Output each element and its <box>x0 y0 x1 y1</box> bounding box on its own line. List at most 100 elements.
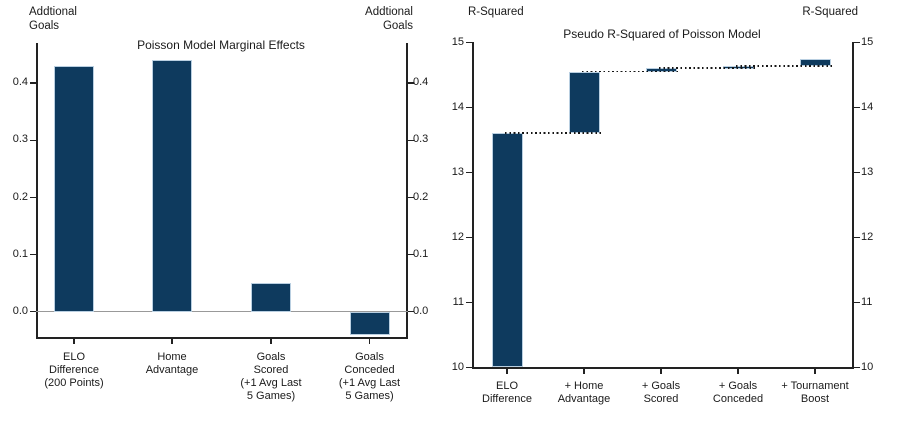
y-tick-right <box>853 41 860 43</box>
x-tick <box>171 338 173 344</box>
y-tick-label-left: 0.2 <box>12 190 28 203</box>
y-tick-right <box>853 301 860 303</box>
y-tick-label-right: 0.2 <box>413 190 429 203</box>
y-tick-label-right: 0.4 <box>413 76 429 89</box>
bar-2 <box>251 283 291 312</box>
y-tick-label-left: 12 <box>451 230 464 243</box>
zero-line <box>36 311 408 313</box>
y-tick-left <box>30 196 36 198</box>
y-tick-left <box>466 41 472 43</box>
x-tick <box>583 368 585 374</box>
y-tick-right <box>407 253 414 256</box>
y-tick-label-right: 10 <box>861 360 874 373</box>
y-tick-right <box>407 139 414 141</box>
x-tick-label-line: Boost <box>800 393 830 405</box>
x-tick-label: Home Advantage <box>117 351 227 377</box>
y-tick-right <box>853 171 860 173</box>
y-tick-label-right: 0.0 <box>413 305 429 317</box>
x-tick <box>737 368 739 374</box>
x-tick <box>814 368 816 374</box>
y-axis-spine-left <box>36 43 38 337</box>
y-tick-label-left: 14 <box>451 100 464 113</box>
dotted-connector <box>659 67 755 70</box>
x-tick-label: + Goals Conceded <box>683 380 793 406</box>
yaxis-label-line: Goals <box>382 20 413 32</box>
x-tick-label-line: 5 Games) <box>345 390 394 402</box>
x-tick-label-line: (200 Points) <box>44 377 104 389</box>
y-tick-right <box>407 196 414 198</box>
x-tick <box>73 338 75 344</box>
dotted-connector <box>505 132 601 135</box>
y-tick-left <box>30 139 36 141</box>
y-tick-right <box>853 366 860 368</box>
x-tick-label-line: 5 Games) <box>246 390 296 402</box>
x-tick-label: + Home Advantage <box>529 380 639 406</box>
y-tick-label-left: 0.4 <box>12 76 28 89</box>
yaxis-label-line: R-Squared <box>468 6 524 18</box>
y-tick-left <box>466 106 472 108</box>
y-tick-right <box>407 311 414 313</box>
yaxis-label-line: Goals <box>29 20 60 32</box>
yaxis-label-line: R-Squared <box>802 6 858 18</box>
y-tick-label-right: 12 <box>861 230 874 243</box>
y-tick-label-right: 11 <box>861 295 873 308</box>
x-tick <box>270 338 272 344</box>
x-tick-label: + Tournament Boost <box>760 380 870 406</box>
x-tick-label-line: Scored <box>643 393 679 405</box>
y-tick-right <box>853 236 860 238</box>
y-tick-right <box>853 106 860 108</box>
y-axis-spine-left <box>472 42 474 368</box>
x-tick-label-line: Goals <box>256 351 286 363</box>
x-tick-label-line: Goals <box>355 351 384 363</box>
left-chart-yaxis-label-right: Addtional Goals <box>313 5 413 33</box>
dotted-connector <box>582 70 678 73</box>
y-tick-label-left: 15 <box>451 35 464 48</box>
x-axis-spine <box>36 337 408 339</box>
x-tick-label-line: (+1 Avg Last <box>338 377 401 389</box>
y-axis-spine-right <box>852 42 854 368</box>
y-tick-left <box>30 311 36 313</box>
bar-3 <box>349 311 390 335</box>
bar-0 <box>491 133 523 368</box>
y-tick-label-right: 14 <box>861 100 874 113</box>
yaxis-label-line: Addtional <box>29 6 77 18</box>
y-tick-left <box>466 236 472 238</box>
bar-0 <box>54 65 94 312</box>
y-tick-left <box>30 253 36 256</box>
bar-1 <box>568 71 600 134</box>
y-tick-label-left: 0.3 <box>12 133 28 146</box>
x-tick-label: Goals Conceded (+1 Avg Last 5 Games) <box>315 351 425 403</box>
x-tick <box>506 368 508 374</box>
dotted-connector <box>736 65 832 68</box>
x-tick-label-line: + Home <box>564 380 604 392</box>
x-tick-label: + Goals Scored <box>606 380 716 406</box>
y-tick-label-right: 0.3 <box>413 133 429 146</box>
y-tick-label-right: 0.1 <box>413 247 429 260</box>
y-axis-spine-right <box>406 43 408 337</box>
x-tick-label-line: Conceded <box>344 364 395 376</box>
right-chart-title: Pseudo R-Squared of Poisson Model <box>563 27 761 41</box>
y-tick-label-left: 0.0 <box>12 305 28 317</box>
x-tick-label-line: ELO <box>62 351 85 363</box>
right-chart-yaxis-label-left: R-Squared <box>468 5 524 19</box>
yaxis-label-line: Addtional <box>365 6 413 18</box>
x-tick-label-line: Advantage <box>557 393 611 405</box>
right-chart-yaxis-label-right: R-Squared <box>758 5 858 19</box>
y-tick-left <box>30 82 36 84</box>
x-tick-label-line: ELO <box>495 380 518 392</box>
y-tick-left <box>466 171 472 173</box>
x-tick-label: Goals Scored (+1 Avg Last 5 Games) <box>216 351 326 403</box>
y-tick-label-right: 15 <box>861 35 874 48</box>
y-tick-label-right: 13 <box>861 165 874 178</box>
x-tick-label: ELO Difference (200 Points) <box>19 351 129 390</box>
x-tick-label-line: + Goals <box>718 380 758 392</box>
y-tick-label-left: 0.1 <box>12 247 28 260</box>
x-tick-label-line: Difference <box>49 364 99 376</box>
x-tick-label-line: + Goals <box>641 380 681 392</box>
y-tick-label-left: 11 <box>452 295 464 308</box>
y-tick-left <box>466 301 472 303</box>
x-axis-spine <box>472 367 854 369</box>
x-tick-label-line: Difference <box>482 393 532 405</box>
y-tick-label-left: 13 <box>451 165 464 178</box>
